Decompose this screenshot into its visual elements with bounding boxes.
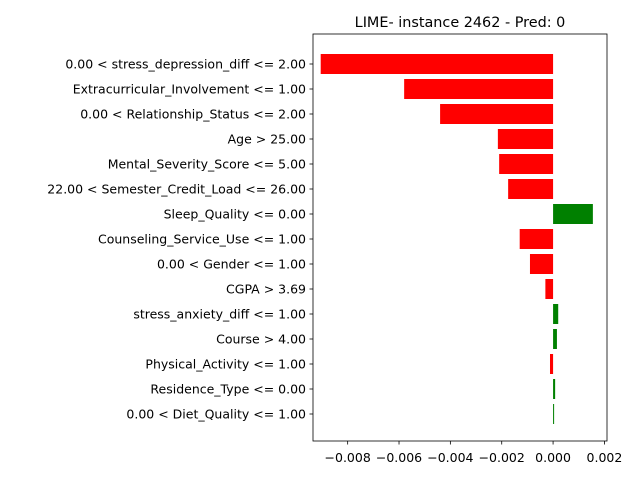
y-tick-label: 0.00 < Relationship_Status <= 2.00 [80,107,306,122]
y-tick-label: Course > 4.00 [216,332,306,347]
y-tick-label: 0.00 < Diet_Quality <= 1.00 [126,407,306,422]
bar-7 [553,204,593,224]
x-tick-label: −0.004 [427,450,473,465]
y-tick-label: Age > 25.00 [228,132,306,147]
x-tick-label: 0.000 [535,450,571,465]
bar-1 [320,54,554,74]
y-tick-label: 0.00 < stress_depression_diff <= 2.00 [65,57,306,72]
bar-5 [499,154,554,174]
y-tick-label: stress_anxiety_diff <= 1.00 [133,307,306,322]
y-tick-labels-group: 0.00 < stress_depression_diff <= 2.00 Ext… [47,57,313,422]
bar-11 [553,304,559,324]
y-tick-label: Sleep_Quality <= 0.00 [164,207,306,222]
x-tick-label: 0.002 [587,450,623,465]
bar-13 [549,354,554,374]
y-tick-label: Counseling_Service_Use <= 1.00 [98,232,306,247]
y-tick-label: CGPA > 3.69 [226,282,306,297]
bar-9 [529,254,554,274]
bar-10 [545,279,554,299]
bar-3 [440,104,554,124]
bar-2 [404,79,554,99]
bar-15 [553,404,555,424]
bar-8 [519,229,554,249]
x-tick-label: −0.002 [479,450,525,465]
x-tick-label: −0.006 [376,450,422,465]
y-tick-label: 22.00 < Semester_Credit_Load <= 26.00 [47,182,306,197]
y-tick-label: Extracurricular_Involvement <= 1.00 [73,82,306,97]
bar-4 [497,129,554,149]
x-ticks-group: −0.008 −0.006 −0.004 −0.002 0.000 0.002 [325,441,623,465]
y-tick-label: Physical_Activity <= 1.00 [145,357,306,372]
y-tick-label: Residence_Type <= 0.00 [150,382,306,397]
y-tick-label: 0.00 < Gender <= 1.00 [157,257,306,272]
chart-title: LIME- instance 2462 - Pred: 0 [355,15,566,31]
x-tick-label: −0.008 [325,450,371,465]
bars-group [320,54,593,424]
bar-12 [553,329,557,349]
y-tick-label: Mental_Severity_Score <= 5.00 [108,157,306,172]
bar-14 [553,379,556,399]
bar-6 [508,179,554,199]
plot-frame [312,33,608,442]
